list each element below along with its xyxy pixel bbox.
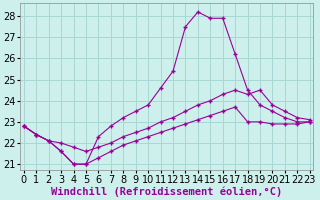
X-axis label: Windchill (Refroidissement éolien,°C): Windchill (Refroidissement éolien,°C) (51, 186, 283, 197)
